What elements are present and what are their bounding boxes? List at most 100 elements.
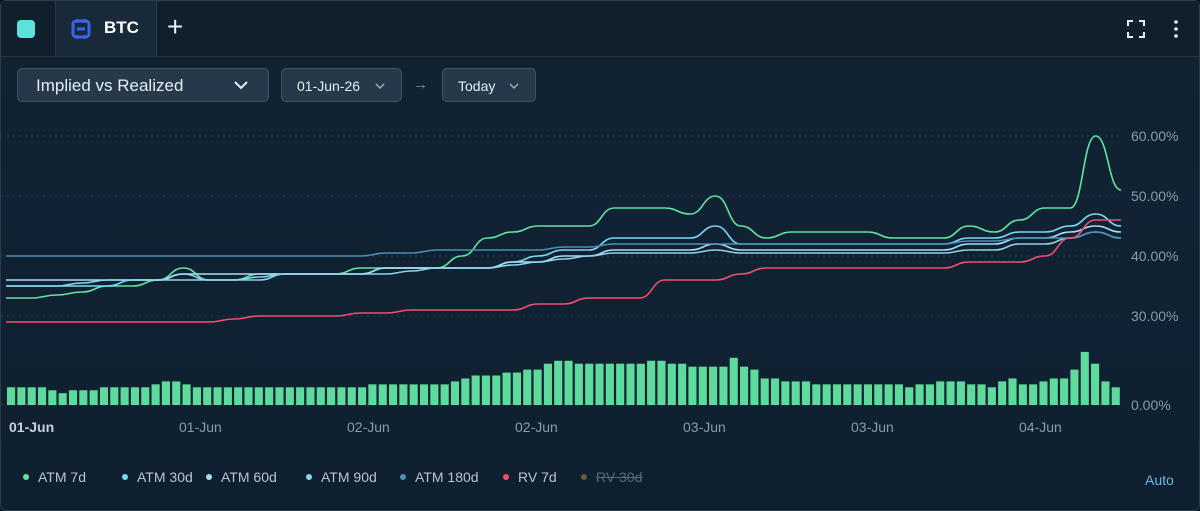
legend-dot [306, 474, 312, 481]
legend-label: RV 7d [518, 469, 557, 485]
end-date-dropdown[interactable]: Today [442, 68, 536, 102]
volume-bar [388, 384, 398, 405]
volume-bar [110, 387, 119, 405]
volume-bar [998, 381, 1007, 405]
volume-bar [141, 387, 150, 405]
volume-bar [709, 366, 718, 405]
volume-bar [843, 384, 852, 405]
volume-bar [358, 387, 367, 405]
legend-dot [581, 474, 587, 481]
volume-bar [770, 378, 780, 405]
volume-bar [430, 384, 439, 405]
legend-item-rv-30d[interactable]: RV 30d [581, 469, 642, 485]
app-menu-icon[interactable] [17, 20, 35, 38]
volume-bar [533, 369, 542, 405]
volume-bar [574, 363, 583, 405]
volume-bar [894, 384, 903, 405]
legend-label: ATM 7d [38, 469, 86, 485]
volume-bar [399, 384, 408, 405]
legend-item-atm-30d[interactable]: ATM 30d [122, 469, 193, 485]
volume-bar [967, 384, 976, 405]
volume-bar [285, 387, 294, 405]
volume-bar [523, 369, 532, 405]
volume-bar [884, 384, 893, 405]
fullscreen-icon[interactable] [1127, 20, 1145, 38]
start-date-label: 01-Jun-26 [297, 78, 361, 94]
volume-bar [172, 381, 181, 405]
legend-item-atm-180d[interactable]: ATM 180d [400, 469, 479, 485]
legend-label: ATM 90d [321, 469, 377, 485]
x-tick-label: 02-Jun [347, 419, 390, 435]
view-dropdown[interactable]: Implied vs Realized [17, 68, 269, 102]
volume-bar [750, 369, 759, 405]
volume-bar [1070, 369, 1079, 405]
volume-bar [378, 384, 387, 405]
volume-bar [781, 381, 790, 405]
volume-bar [636, 363, 645, 405]
tab-bar: BTC + [1, 1, 1199, 57]
legend-item-atm-90d[interactable]: ATM 90d [306, 469, 377, 485]
volume-bar [492, 375, 501, 405]
volume-bar [161, 381, 170, 405]
volume-bar [481, 375, 491, 405]
volume-bar [1039, 381, 1048, 405]
auto-scale-toggle[interactable]: Auto [1145, 472, 1174, 488]
volume-bar [647, 360, 656, 405]
volume-bar [68, 390, 78, 405]
legend-dot [400, 474, 406, 481]
volume-bar [244, 387, 253, 405]
legend-dot [503, 474, 509, 481]
legend-item-atm-60d[interactable]: ATM 60d [206, 469, 277, 485]
volume-bar [667, 363, 676, 405]
chart-controls: Implied vs Realized 01-Jun-26 → Today [1, 68, 1199, 104]
volume-bar [17, 387, 26, 405]
y-tick-label: 0.00% [1131, 397, 1171, 413]
add-tab-button[interactable]: + [167, 11, 184, 42]
volume-bar [316, 387, 325, 405]
volume-bar [595, 363, 604, 405]
volume-bar [192, 387, 201, 405]
volume-bar [863, 384, 873, 405]
chevron-down-icon [509, 83, 519, 89]
volume-bar [605, 363, 614, 405]
y-tick-label: 40.00% [1131, 248, 1178, 264]
volume-bar [812, 384, 821, 405]
volume-bar [554, 360, 563, 405]
series-line-atm-7d [5, 135, 1122, 299]
legend-label: ATM 180d [415, 469, 479, 485]
volume-bar [822, 384, 831, 405]
legend-label: RV 30d [596, 469, 643, 485]
more-options-icon[interactable] [1171, 19, 1181, 39]
volume-bar [688, 366, 697, 405]
legend-label: ATM 60d [221, 469, 277, 485]
chevron-down-icon [375, 83, 385, 89]
chevron-down-icon [234, 81, 248, 90]
volume-bar [1029, 384, 1038, 405]
tab-label: BTC [104, 18, 139, 37]
volume-bar [450, 381, 460, 405]
volume-bar [987, 387, 996, 405]
implied-vs-realized-chart[interactable]: 60.00% 50.00% 40.00% 30.00% 0.00% 01-Jun 01-Ju… [1, 113, 1200, 443]
volume-bar [874, 384, 883, 405]
volume-bar [223, 387, 232, 405]
volume-bar [234, 387, 243, 405]
volume-bar [1018, 384, 1027, 405]
legend-item-atm-7d[interactable]: ATM 7d [23, 469, 86, 485]
x-tick-label: 01-Jun [179, 419, 222, 435]
volume-bar [512, 372, 522, 405]
volume-bar [956, 381, 965, 405]
chart-legend: ATM 7d ATM 30d ATM 60d ATM 90d ATM 180d RV 7d… [1, 469, 1200, 491]
series-line-atm-60d [6, 225, 1122, 281]
x-tick-label: 01-Jun [9, 419, 54, 435]
tab-btc[interactable]: BTC [55, 1, 157, 56]
volume-bar [1091, 363, 1100, 405]
y-tick-label: 60.00% [1131, 128, 1178, 144]
legend-item-rv-7d[interactable]: RV 7d [503, 469, 557, 485]
volume-bar [306, 387, 315, 405]
volume-bar [471, 375, 480, 405]
y-tick-label: 50.00% [1131, 188, 1178, 204]
volume-bar [347, 387, 356, 405]
volume-bar [1049, 378, 1058, 405]
volume-bar [626, 363, 635, 405]
start-date-dropdown[interactable]: 01-Jun-26 [281, 68, 402, 102]
